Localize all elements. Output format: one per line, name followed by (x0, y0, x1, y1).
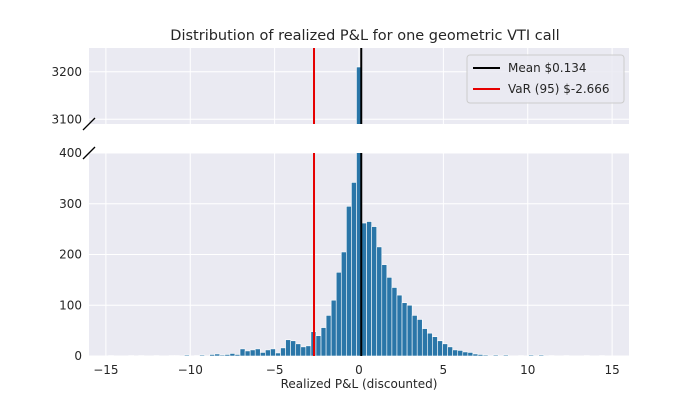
lower-histogram-bar (518, 355, 524, 356)
lower-histogram-bar (275, 352, 281, 356)
x-tick-label: 15 (604, 363, 619, 377)
lower-histogram-bar (376, 246, 383, 356)
lower-histogram-bar (325, 315, 332, 356)
lower-histogram-bar (265, 349, 271, 356)
lower-histogram-bar (138, 355, 145, 356)
lower-histogram-bar (300, 346, 307, 356)
x-tick-label: 0 (355, 363, 363, 377)
lower-panel: 0 100 200 300 400 −15 −10 −5 0 5 10 15 (59, 146, 629, 377)
x-tick-label: −10 (178, 363, 203, 377)
lower-histogram-bar (153, 355, 160, 356)
lower-histogram-bar (381, 264, 388, 356)
axis-break-marks (82, 117, 96, 160)
lower-histogram-bar (229, 353, 236, 356)
lower-y-tick-label: 0 (74, 349, 82, 363)
lower-histogram-bar (427, 332, 433, 356)
legend-mean-label: Mean $0.134 (508, 61, 587, 75)
lower-histogram-bar (214, 353, 221, 356)
lower-histogram-bar (249, 349, 256, 356)
lower-histogram-bar (437, 340, 443, 356)
lower-histogram-bar (386, 277, 393, 356)
lower-histogram-bar (447, 346, 453, 356)
lower-histogram-bar (421, 328, 428, 356)
lower-y-tick-label: 100 (59, 298, 82, 312)
lower-histogram-bar (548, 355, 555, 356)
lower-histogram-bar (330, 299, 337, 356)
lower-histogram-bar (528, 354, 534, 356)
lower-histogram-bar (391, 287, 398, 356)
lower-y-tick-label: 400 (59, 146, 82, 160)
lower-histogram-bar (442, 343, 448, 356)
lower-histogram-bar (199, 354, 205, 356)
lower-histogram-bar (340, 251, 347, 356)
x-tick-label: −5 (266, 363, 284, 377)
upper-y-tick-label: 3100 (51, 112, 82, 126)
lower-histogram-bar (280, 347, 286, 356)
lower-histogram-bar (194, 355, 200, 356)
lower-histogram-bar (462, 351, 469, 356)
legend: Mean $0.134 VaR (95) $-2.666 (466, 54, 625, 104)
lower-histogram-bar (406, 304, 413, 356)
lower-histogram-bar (482, 354, 489, 356)
lower-histogram-bar (285, 339, 291, 356)
lower-histogram-bar (452, 349, 459, 356)
lower-histogram-bar (259, 352, 266, 356)
lower-histogram-bar (244, 350, 251, 356)
lower-histogram-bar (254, 348, 261, 356)
x-axis-label: Realized P&L (discounted) (281, 377, 438, 391)
break-mark (82, 117, 96, 131)
break-mark (82, 146, 96, 160)
lower-histogram-bar (467, 352, 474, 356)
lower-histogram-bar (270, 348, 276, 356)
lower-histogram-bar (209, 354, 216, 356)
lower-histogram-bar (173, 355, 180, 356)
x-tick-label: 5 (440, 363, 448, 377)
lower-histogram-bar (219, 354, 226, 356)
lower-histogram-bar (563, 355, 570, 356)
lower-histogram-bar (128, 355, 135, 356)
lower-histogram-bar (583, 355, 590, 356)
lower-y-tick-label: 200 (59, 248, 82, 262)
lower-histogram-bar (361, 222, 367, 356)
lower-histogram-bar (492, 354, 499, 356)
lower-histogram-bar (184, 354, 190, 356)
lower-histogram-bar (295, 343, 302, 356)
lower-histogram-bar (538, 354, 545, 356)
legend-var-label: VaR (95) $-2.666 (508, 82, 610, 96)
lower-histogram-bar (599, 355, 605, 356)
lower-histogram-bar (432, 336, 438, 356)
lower-histogram-bar (168, 355, 175, 356)
lower-y-tick-label: 300 (59, 197, 82, 211)
lower-histogram-bar (351, 182, 357, 356)
lower-histogram-bar (411, 315, 418, 356)
lower-histogram-bar (290, 340, 297, 356)
lower-histogram-bar (416, 319, 423, 356)
lower-histogram-bar (457, 350, 464, 356)
lower-histogram-bar (401, 302, 408, 356)
lower-histogram-bar (305, 345, 312, 356)
legend-box (466, 54, 625, 104)
lower-histogram-bar (108, 355, 114, 356)
upper-y-tick-label: 3200 (51, 65, 82, 79)
lower-histogram-bar (371, 226, 378, 356)
lower-histogram-bar (477, 354, 484, 356)
lower-histogram-bar (366, 221, 372, 356)
lower-histogram-bar (346, 205, 352, 356)
lower-histogram-bar (224, 354, 231, 356)
lower-histogram-bar (472, 353, 479, 356)
lower-histogram-bar (239, 348, 246, 356)
lower-histogram-bar (502, 354, 509, 356)
x-tick-label: −15 (93, 363, 118, 377)
lower-histogram-bar (234, 354, 241, 356)
lower-histogram-bar (396, 294, 403, 356)
lower-histogram-bar (315, 335, 322, 356)
chart-title: Distribution of realized P&L for one geo… (170, 28, 559, 44)
lower-histogram-bar (320, 327, 327, 356)
lower-histogram-bar (335, 271, 342, 356)
x-tick-label: 10 (520, 363, 535, 377)
